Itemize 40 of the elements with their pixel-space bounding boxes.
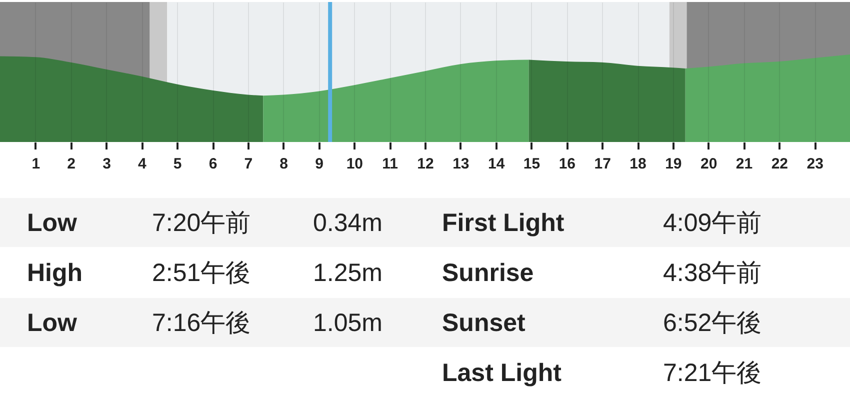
x-tick-label: 1: [32, 156, 40, 172]
x-tick-label: 21: [736, 156, 753, 172]
text: Low: [27, 309, 78, 337]
x-tick-label: 19: [665, 156, 682, 172]
x-tick-label: 14: [488, 156, 506, 172]
text: 2:51午後: [152, 259, 251, 287]
x-tick-label: 20: [700, 156, 718, 172]
x-tick-label: 22: [771, 156, 788, 172]
x-tick-label: 9: [315, 156, 324, 172]
x-tick-label: 8: [280, 156, 288, 172]
text: Low: [27, 209, 78, 237]
x-tick-label: 15: [523, 156, 540, 172]
text: 4:09午前: [663, 209, 762, 237]
text: Sunrise: [442, 259, 534, 287]
text: 1.25m: [313, 259, 382, 287]
text: 7:16午後: [152, 309, 251, 337]
text: 0.34m: [313, 209, 382, 237]
x-tick-label: 12: [417, 156, 434, 172]
x-tick-label: 10: [346, 156, 364, 172]
text: 7:20午前: [152, 209, 251, 237]
x-tick-label: 11: [382, 156, 398, 172]
text: 4:38午前: [663, 259, 762, 287]
text: First Light: [442, 209, 565, 237]
x-tick-label: 6: [208, 156, 218, 172]
x-tick-label: 3: [102, 156, 111, 172]
text: Sunset: [442, 309, 526, 337]
text: 6:52午後: [663, 309, 762, 337]
x-tick-label: 16: [558, 156, 576, 172]
text: 7:21午後: [663, 359, 762, 387]
x-tick-label: 2: [67, 156, 76, 172]
text: High: [27, 259, 83, 287]
x-tick-label: 13: [452, 156, 470, 172]
x-tick-label: 18: [630, 156, 646, 172]
text: 1.05m: [313, 309, 382, 337]
x-tick-label: 7: [244, 156, 253, 172]
text: Last Light: [442, 359, 562, 387]
x-tick-label: 17: [594, 156, 611, 172]
x-tick-label: 5: [173, 156, 182, 172]
x-tick-label: 23: [806, 156, 824, 172]
x-tick-label: 4: [138, 156, 147, 172]
